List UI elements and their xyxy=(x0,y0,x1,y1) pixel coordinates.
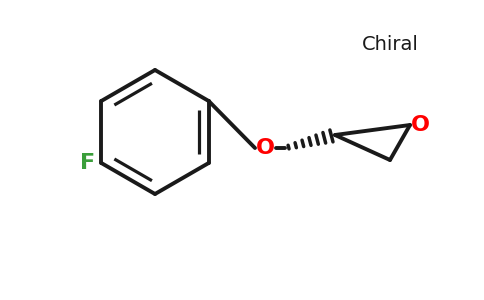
Text: Chiral: Chiral xyxy=(362,35,419,55)
Text: O: O xyxy=(256,138,274,158)
Text: F: F xyxy=(80,153,95,173)
Text: O: O xyxy=(410,115,429,135)
